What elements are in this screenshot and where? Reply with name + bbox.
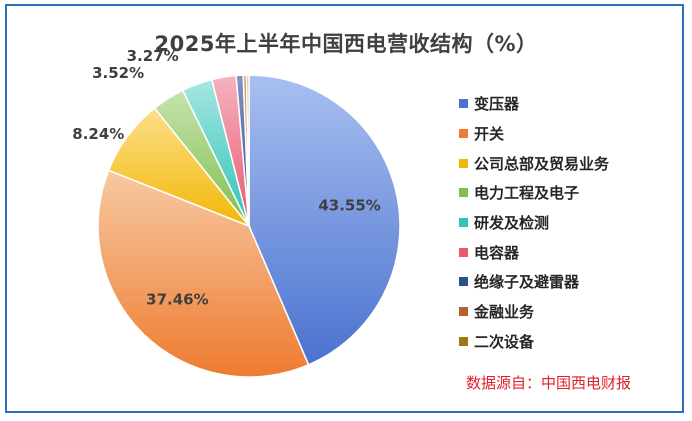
data-label: 8.24% <box>72 125 124 143</box>
legend-item: 金融业务 <box>459 297 609 327</box>
data-label: 3.27% <box>127 47 179 65</box>
legend-swatch <box>459 129 468 139</box>
legend-label: 电容器 <box>474 243 520 262</box>
legend-swatch <box>459 336 468 346</box>
legend-label: 变压器 <box>474 95 520 114</box>
legend-label: 金融业务 <box>474 303 535 322</box>
legend-item: 二次设备 <box>459 327 609 357</box>
data-label: 3.52% <box>92 64 144 82</box>
legend-label: 电力工程及电子 <box>474 184 580 203</box>
legend-item: 开关 <box>459 119 609 149</box>
legend-swatch <box>459 247 468 257</box>
pie-slice <box>245 74 250 227</box>
chart-title: 2025年上半年中国西电营收结构（%） <box>154 32 538 56</box>
legend-item: 绝缘子及避雷器 <box>459 267 609 297</box>
legend-label: 二次设备 <box>474 332 535 351</box>
legend-label: 研发及检测 <box>474 214 550 233</box>
legend-swatch <box>459 307 468 317</box>
legend-swatch <box>459 158 468 168</box>
data-label: 43.55% <box>318 196 380 214</box>
legend-swatch <box>459 277 468 287</box>
data-label: 37.46% <box>146 291 208 309</box>
legend-item: 电容器 <box>459 237 609 267</box>
legend-label: 开关 <box>474 125 505 144</box>
legend-item: 公司总部及贸易业务 <box>459 148 609 178</box>
legend-swatch <box>459 188 468 198</box>
pie-slice <box>248 74 401 366</box>
source-note: 数据源自：中国西电财报 <box>466 374 632 392</box>
pie-slice <box>97 169 310 378</box>
legend-label: 绝缘子及避雷器 <box>474 273 580 292</box>
legend-item: 研发及检测 <box>459 208 609 238</box>
legend-item: 电力工程及电子 <box>459 178 609 208</box>
legend-item: 变压器 <box>459 89 609 119</box>
chart-legend: 变压器开关公司总部及贸易业务 电力工程及电子 研发及检测电容器绝缘子及避雷器 金融业务… <box>459 89 609 356</box>
legend-swatch <box>459 218 468 228</box>
legend-swatch <box>459 99 468 109</box>
legend-label: 公司总部及贸易业务 <box>474 154 610 173</box>
